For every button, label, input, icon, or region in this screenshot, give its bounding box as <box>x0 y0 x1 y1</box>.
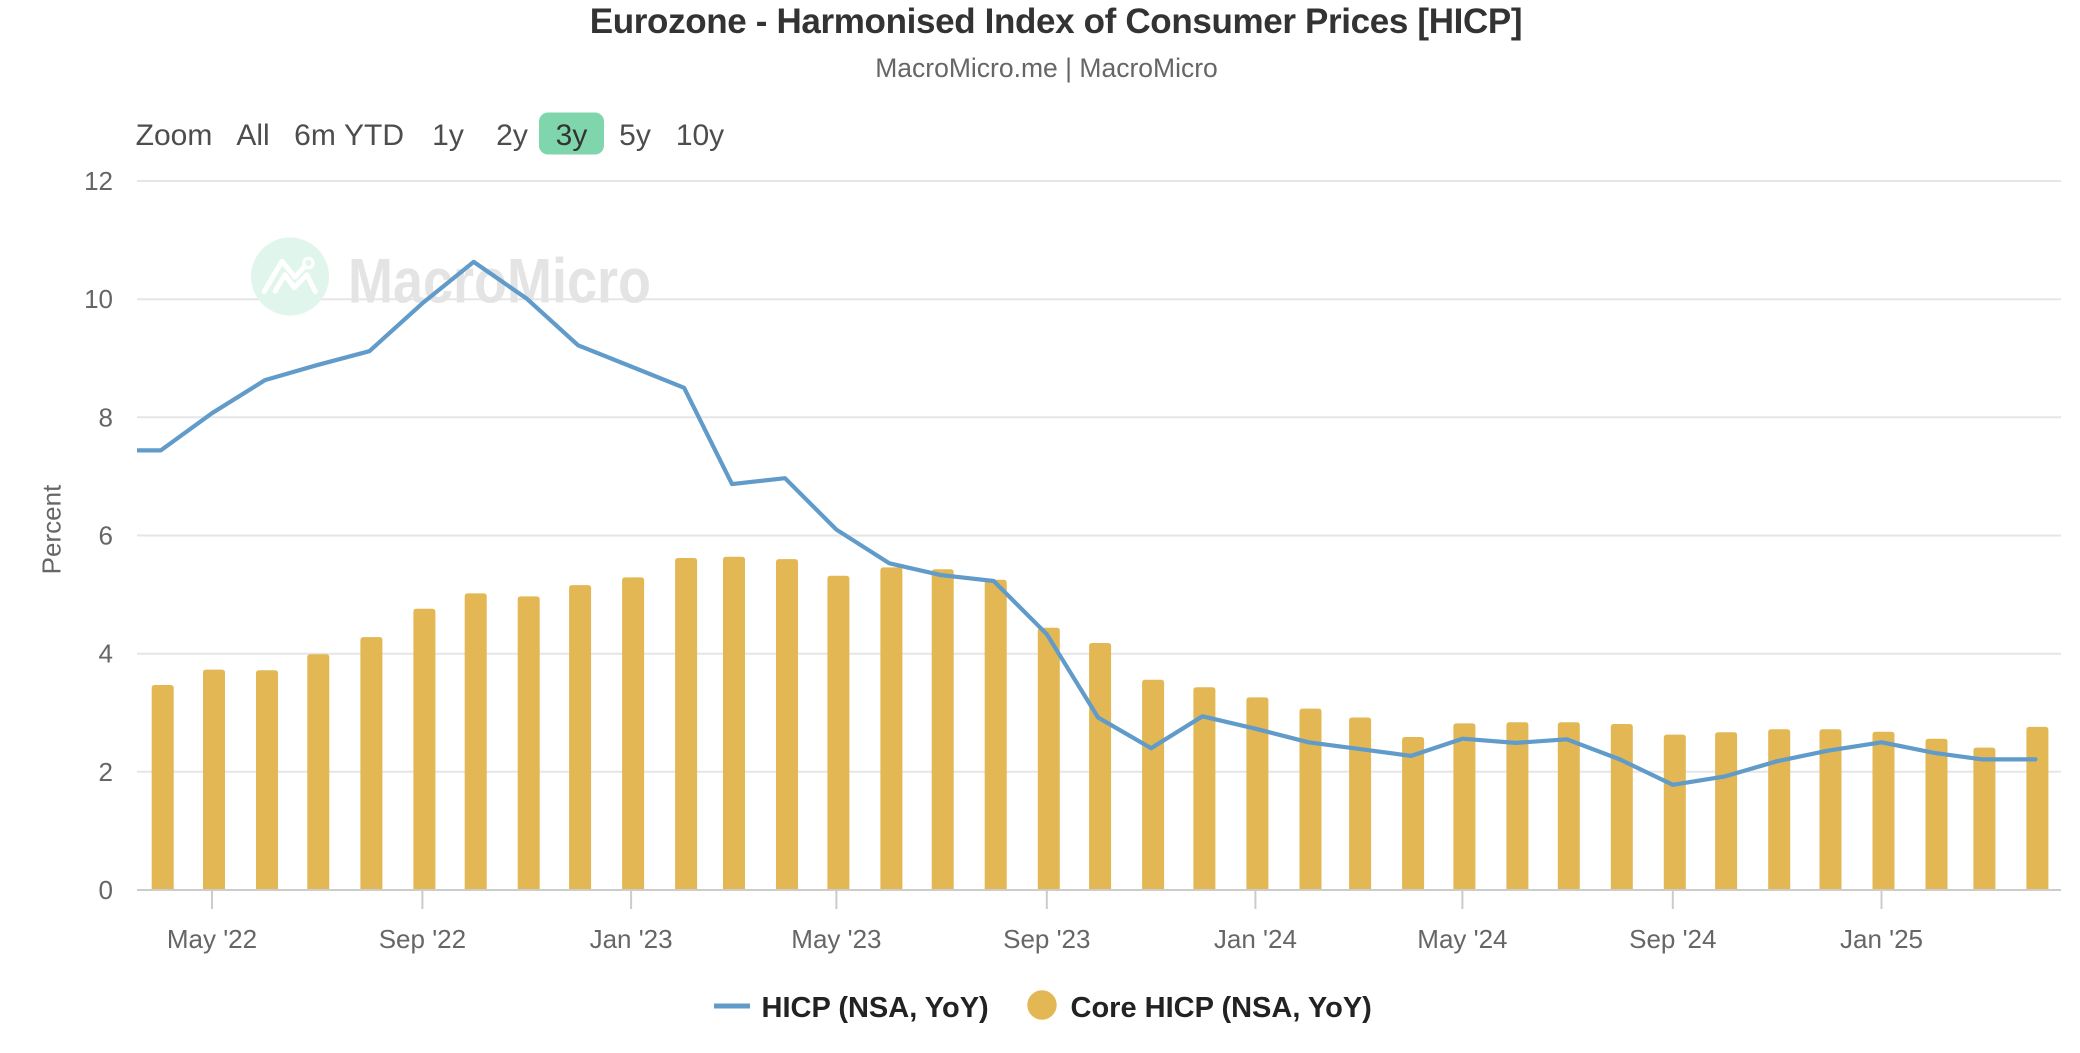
svg-text:0: 0 <box>99 875 113 905</box>
svg-text:10: 10 <box>84 284 113 314</box>
svg-text:Percent: Percent <box>37 484 67 574</box>
svg-text:Eurozone - Harmonised Index of: Eurozone - Harmonised Index of Consumer … <box>590 2 1522 41</box>
svg-text:4: 4 <box>99 639 113 669</box>
svg-text:Core HICP (NSA, YoY): Core HICP (NSA, YoY) <box>1071 992 1372 1024</box>
svg-text:MacroMicro.me | MacroMicro: MacroMicro.me | MacroMicro <box>875 53 1218 83</box>
svg-text:6: 6 <box>99 521 113 551</box>
svg-text:5y: 5y <box>619 119 651 152</box>
svg-text:All: All <box>236 119 269 152</box>
svg-text:2: 2 <box>99 757 113 787</box>
svg-text:May '22: May '22 <box>167 924 257 954</box>
svg-text:10y: 10y <box>676 119 724 152</box>
svg-text:Jan '25: Jan '25 <box>1840 924 1923 954</box>
svg-text:YTD: YTD <box>344 119 404 152</box>
svg-text:Sep '22: Sep '22 <box>379 924 466 954</box>
svg-text:Sep '24: Sep '24 <box>1629 924 1716 954</box>
svg-text:Sep '23: Sep '23 <box>1003 924 1090 954</box>
svg-text:12: 12 <box>84 166 113 196</box>
svg-text:Jan '24: Jan '24 <box>1214 924 1297 954</box>
svg-text:May '24: May '24 <box>1417 924 1507 954</box>
svg-text:1y: 1y <box>432 119 464 152</box>
svg-text:May '23: May '23 <box>791 924 881 954</box>
svg-text:Zoom: Zoom <box>136 119 213 152</box>
svg-text:Jan '23: Jan '23 <box>590 924 673 954</box>
svg-text:2y: 2y <box>496 119 528 152</box>
svg-text:HICP (NSA, YoY): HICP (NSA, YoY) <box>762 992 989 1024</box>
svg-text:8: 8 <box>99 402 113 432</box>
svg-text:6m: 6m <box>294 119 336 152</box>
svg-text:3y: 3y <box>556 119 588 152</box>
